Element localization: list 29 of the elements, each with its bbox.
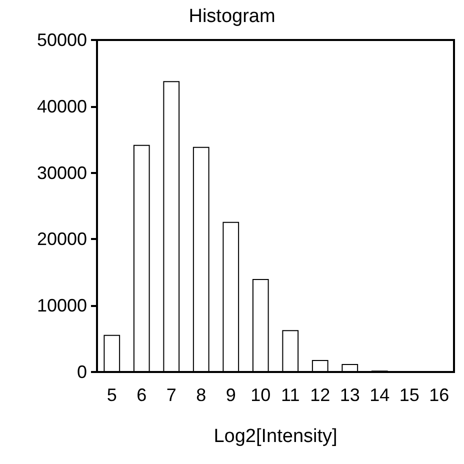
bar	[252, 279, 269, 372]
x-tick-label: 14	[370, 385, 390, 405]
y-tick-label: 30000	[36, 162, 87, 183]
x-tick-label: 10	[250, 385, 271, 405]
bar	[222, 222, 240, 372]
x-tick-label: 9	[226, 385, 236, 405]
bar	[282, 330, 299, 372]
y-tick-label: 50000	[36, 30, 87, 50]
y-tick-label: 20000	[36, 229, 87, 250]
x-tick-label: 15	[399, 385, 420, 405]
x-tick-label: 6	[136, 385, 147, 405]
x-tick-label: 16	[429, 385, 450, 405]
x-tick-label: 11	[281, 385, 300, 405]
y-tick-label: 0	[76, 362, 87, 382]
x-tick-label: 5	[106, 385, 117, 405]
x-axis-title: Log2[Intensity]	[214, 426, 338, 447]
x-tick-label: 7	[166, 385, 176, 405]
bar	[133, 144, 150, 372]
bar	[163, 81, 180, 372]
bar	[104, 334, 120, 372]
bar	[312, 360, 328, 372]
y-tick-label: 10000	[36, 296, 87, 316]
bar	[192, 146, 210, 372]
x-tick-label: 8	[196, 385, 206, 405]
chart-title: Histogram	[188, 6, 276, 27]
x-tick-label: 13	[340, 385, 360, 405]
x-tick-label: 12	[310, 385, 330, 405]
bar	[342, 364, 358, 372]
y-tick-label: 40000	[36, 96, 87, 116]
